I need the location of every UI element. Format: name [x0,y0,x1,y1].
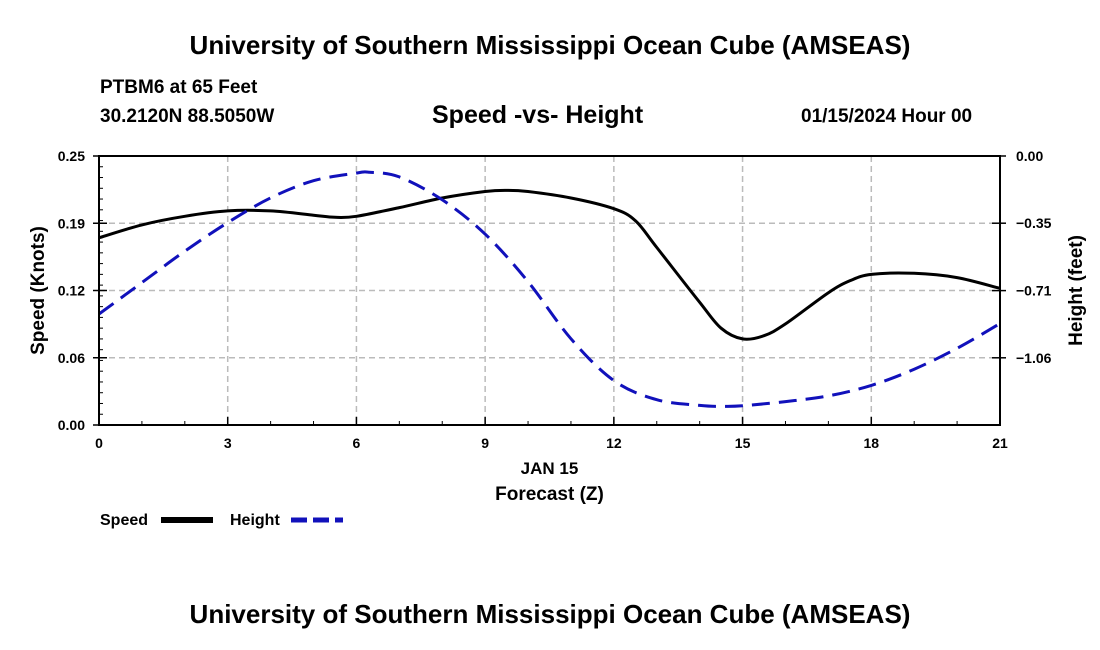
station-label: PTBM6 at 65 Feet [100,77,258,98]
series-line-speed [98,188,1001,341]
page-title-bottom: University of Southern Mississippi Ocean… [189,599,911,629]
x-tick-label: 0 [95,435,103,451]
x-axis-date: JAN 15 [521,459,579,478]
left-tick-label: 0.25 [58,148,85,164]
x-tick-label: 9 [481,435,489,451]
x-tick-label: 3 [224,435,232,451]
left-tick-label: 0.12 [58,283,85,299]
right-tick-label: −0.35 [1016,215,1052,231]
coordinates-label: 30.2120N 88.5050W [100,106,275,127]
legend-label-speed: Speed [100,512,148,529]
left-tick-label: 0.00 [58,417,85,433]
y-axis-title-left: Speed (Knots) [28,226,49,355]
x-tick-label: 21 [992,435,1008,451]
x-tick-label: 15 [735,435,751,451]
y-axis-title-right: Height (feet) [1066,235,1087,346]
right-tick-label: −1.06 [1016,350,1052,366]
x-tick-label: 12 [606,435,622,451]
left-tick-label: 0.06 [58,350,85,366]
plot-frame [98,155,1001,426]
forecast-datetime: 01/15/2024 Hour 00 [801,106,973,127]
right-tick-label: −0.71 [1016,283,1052,299]
left-tick-label: 0.19 [58,215,85,231]
x-axis-title: Forecast (Z) [495,484,604,505]
legend-label-height: Height [230,512,280,529]
chart-subtitle: Speed -vs- Height [432,101,644,129]
right-tick-label: 0.00 [1016,148,1043,164]
x-tick-label: 6 [353,435,361,451]
x-tick-label: 18 [863,435,879,451]
page-title-top: University of Southern Mississippi Ocean… [189,30,911,60]
series-line-height [98,170,1001,408]
